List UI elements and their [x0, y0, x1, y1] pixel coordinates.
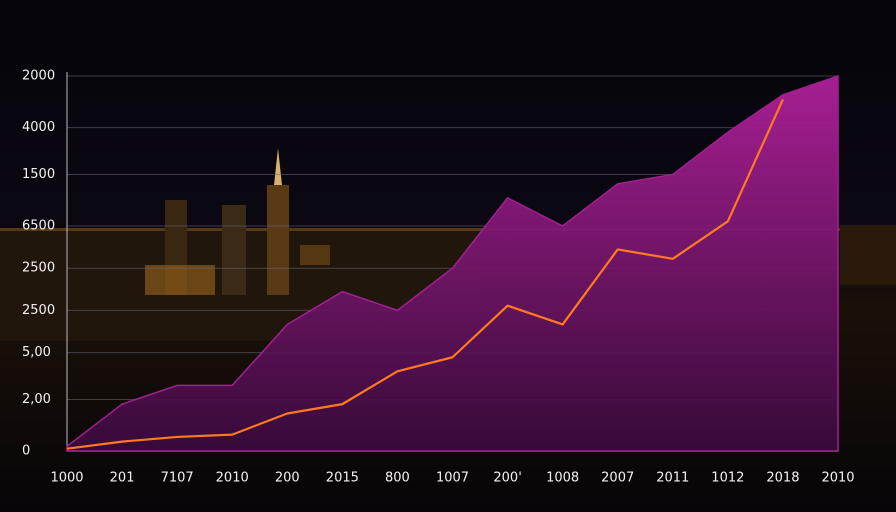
y-tick-label: 2500	[22, 303, 55, 318]
x-tick-label: 2011	[656, 471, 689, 486]
x-tick-label: 7107	[161, 471, 194, 486]
y-tick-label: 2000	[22, 69, 55, 84]
line	[66, 98, 784, 450]
x-tick-label: 1000	[50, 471, 83, 486]
x-tick-label: 2010	[821, 471, 854, 486]
x-tick-label: 2018	[766, 471, 799, 486]
y-tick-label: 1500	[22, 167, 55, 182]
y-tick-label: 6500	[22, 219, 55, 234]
x-tick-label: 2015	[326, 471, 359, 486]
x-tick-label: 1008	[546, 471, 579, 486]
x-tick-label: 201	[110, 471, 135, 486]
y-tick-label: 2500	[22, 261, 55, 276]
x-tick-label: 1012	[711, 471, 744, 486]
y-tick-label: 4000	[22, 120, 55, 135]
x-tick-label: 200	[275, 471, 300, 486]
y-tick-label: 0	[22, 444, 30, 459]
y-tick-label: 5,00	[22, 345, 51, 360]
x-tick-label: 200'	[493, 471, 521, 486]
x-tick-label: 2010	[216, 471, 249, 486]
x-tick-label: 1007	[436, 471, 469, 486]
x-tick-label: 2007	[601, 471, 634, 486]
area	[66, 74, 839, 452]
y-tick-label: 2,00	[22, 392, 51, 407]
x-tick-label: 800	[385, 471, 410, 486]
